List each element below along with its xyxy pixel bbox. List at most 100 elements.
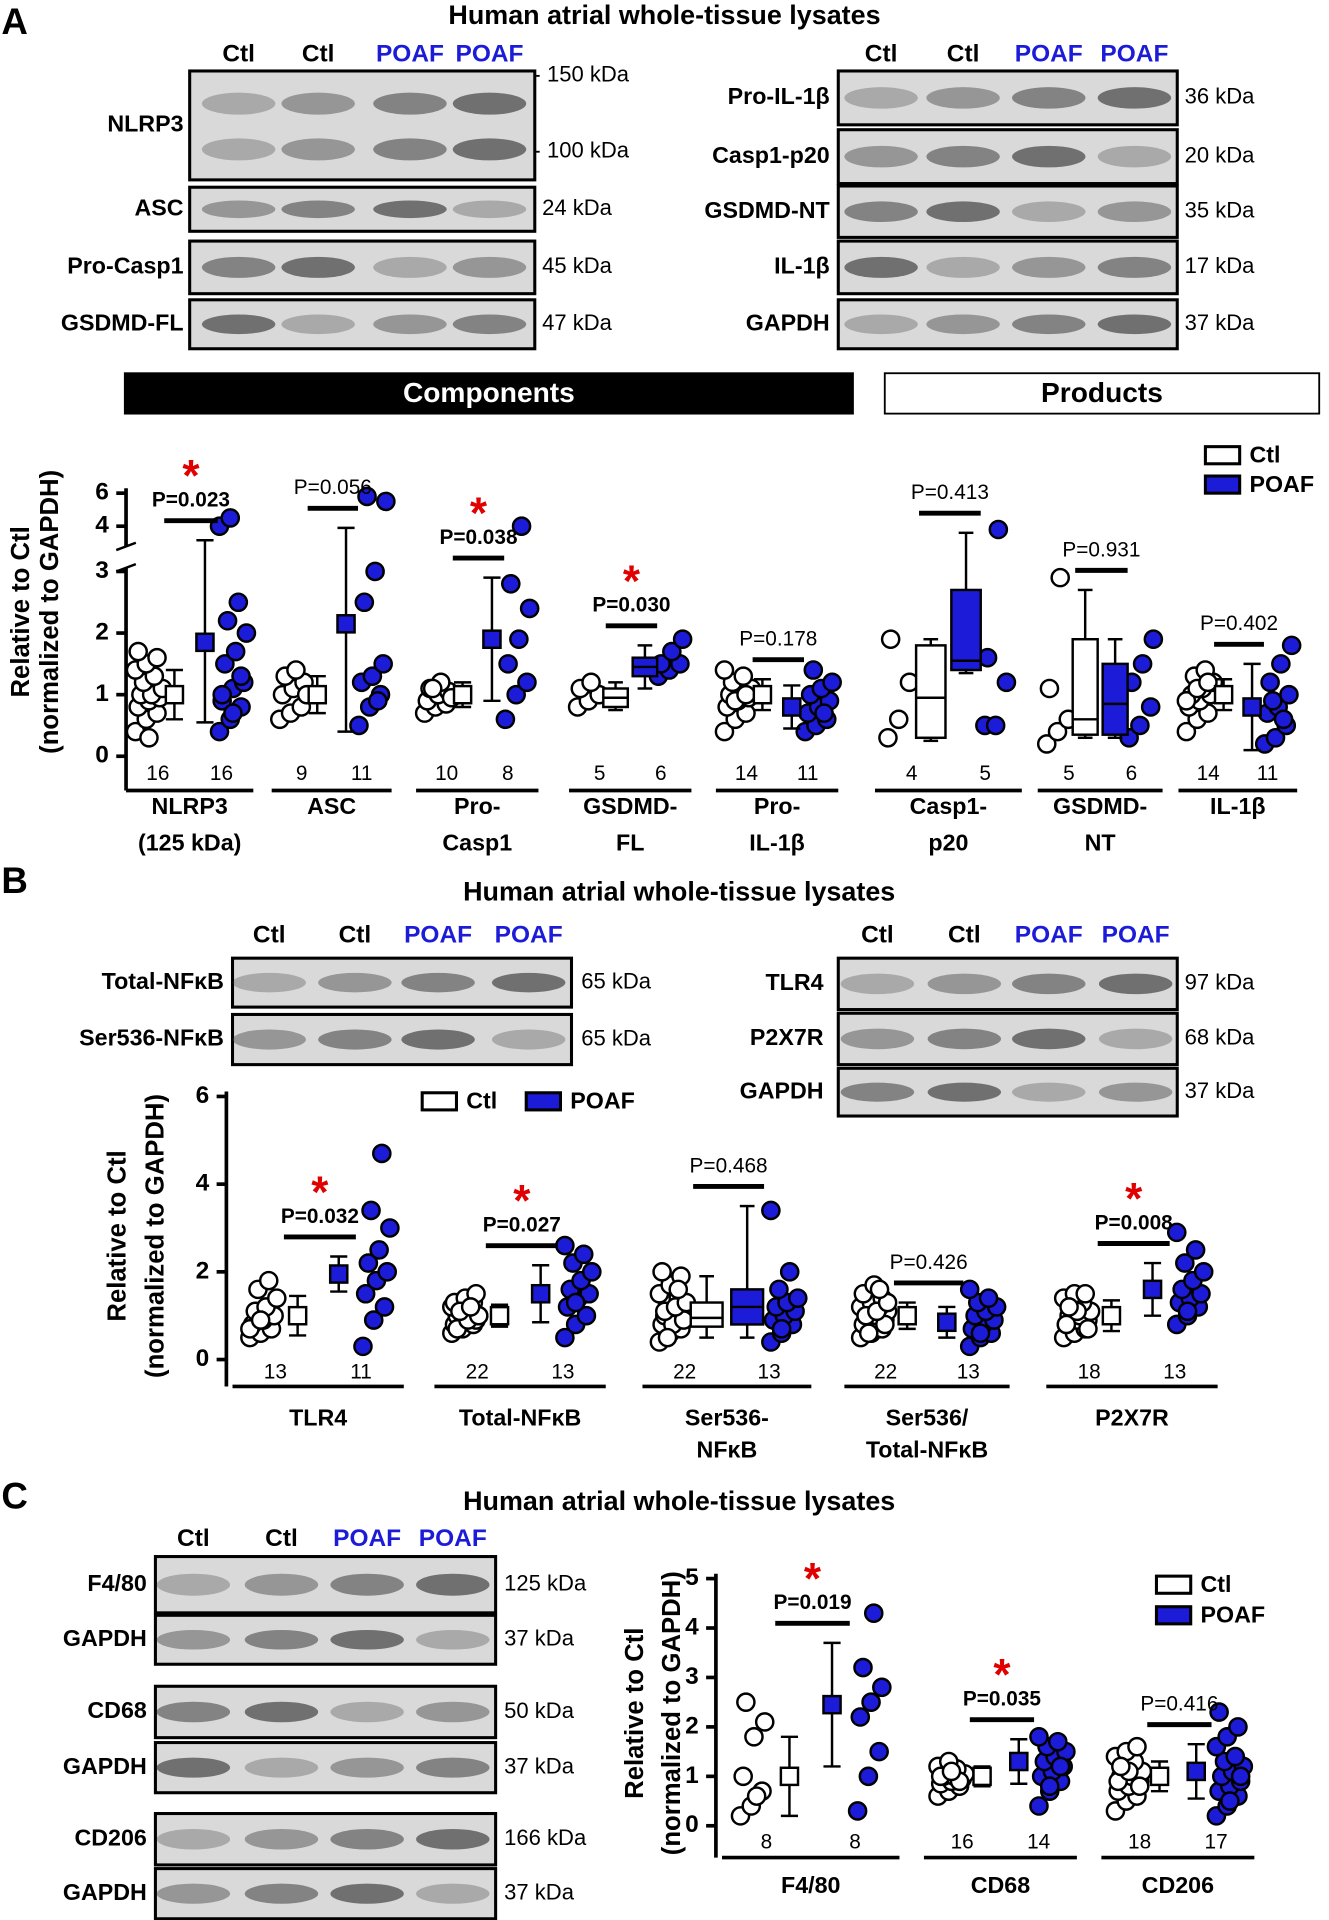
blot-row-label: Pro-IL-1β	[728, 83, 830, 109]
group-label: IL-1β	[749, 830, 805, 856]
y-tick-label: 4	[685, 1613, 699, 1640]
mean-marker	[482, 629, 502, 650]
n-label: 8	[849, 1830, 861, 1853]
mean-marker	[1213, 684, 1234, 705]
blot-band	[156, 1573, 231, 1596]
blot-row-label: CD68	[87, 1697, 147, 1723]
kda-label: 97 kDa	[1185, 970, 1256, 995]
data-point	[878, 727, 898, 748]
data-point	[555, 1327, 575, 1348]
group-label: Ser536/	[886, 1405, 969, 1431]
data-point	[1132, 654, 1153, 674]
mean-marker	[897, 1305, 917, 1326]
data-point	[1209, 1702, 1229, 1722]
kda-label: 37 kDa	[1185, 1078, 1256, 1103]
blot-band	[373, 92, 447, 115]
data-point	[662, 641, 682, 662]
blot-band	[1012, 1082, 1086, 1102]
data-point	[736, 1692, 756, 1712]
data-point	[1176, 721, 1197, 742]
n-label: 13	[1163, 1361, 1186, 1384]
blot-row-label: GAPDH	[740, 1077, 824, 1103]
n-label: 11	[797, 762, 819, 785]
blot-band	[281, 138, 355, 161]
blot-band	[491, 972, 566, 993]
mean-marker	[1242, 697, 1262, 717]
significance-star: *	[182, 452, 200, 501]
blot-band	[201, 314, 276, 335]
kda-label: 166 kDa	[504, 1825, 587, 1850]
blot-band	[416, 1701, 490, 1723]
blot-band	[1097, 87, 1172, 109]
lane-label: Ctl	[265, 1525, 298, 1552]
data-point	[888, 709, 909, 730]
mean-marker	[781, 697, 802, 717]
data-point	[357, 486, 377, 507]
kda-label: 37 kDa	[504, 1880, 575, 1905]
lane-label: Ctl	[865, 41, 898, 68]
blot-background	[836, 69, 1179, 127]
blot-band	[156, 1828, 231, 1850]
blot-band	[491, 1029, 566, 1050]
data-point	[374, 1297, 395, 1317]
panel-label: A	[1, 1, 28, 42]
data-point	[498, 654, 518, 674]
blot-band	[244, 1701, 319, 1723]
n-label: 6	[1126, 762, 1138, 785]
blot-band	[416, 1828, 490, 1850]
n-label: 6	[655, 762, 667, 785]
legend-label: POAF	[1249, 471, 1314, 497]
y-tick-label: 0	[95, 742, 109, 769]
n-label: 5	[594, 762, 606, 785]
blot-band	[844, 256, 918, 278]
n-label: 14	[1197, 762, 1220, 785]
n-label: 16	[951, 1830, 974, 1853]
n-label: 14	[1027, 1830, 1050, 1853]
n-label: 17	[1205, 1830, 1228, 1853]
blot-band	[244, 1828, 319, 1850]
p-value: P=0.032	[281, 1205, 359, 1228]
data-point	[509, 629, 529, 650]
n-label: 11	[350, 1361, 372, 1384]
kda-label: 37 kDa	[504, 1753, 575, 1778]
blot-band	[330, 1757, 404, 1778]
blot-band	[244, 1883, 319, 1904]
data-point	[1271, 654, 1291, 674]
data-point	[814, 703, 834, 723]
group-label: Ser536-	[685, 1405, 769, 1431]
blot-background	[188, 69, 537, 182]
group-label: NT	[1085, 830, 1116, 856]
mean-marker	[530, 1283, 551, 1304]
n-label: 5	[979, 762, 991, 785]
blot-band	[201, 138, 276, 161]
blot-band	[156, 1757, 231, 1778]
data-point	[847, 1801, 868, 1821]
y-tick-label: 2	[685, 1712, 699, 1739]
group-label: Pro-	[754, 793, 801, 819]
legend-swatch	[524, 1091, 563, 1112]
blot-band	[232, 1029, 306, 1050]
data-point	[220, 508, 241, 528]
header-text: Components	[403, 377, 575, 408]
blot-band	[244, 1573, 319, 1596]
data-point	[970, 1323, 991, 1344]
data-point	[1059, 1297, 1079, 1317]
mean-marker	[1142, 1279, 1163, 1300]
blot-band	[452, 138, 527, 161]
blot-band	[201, 200, 276, 219]
blot-band	[373, 200, 447, 219]
kda-label: 35 kDa	[1185, 198, 1256, 223]
legend-label: Ctl	[1201, 1571, 1232, 1597]
blot-band	[844, 87, 918, 109]
group-label: p20	[928, 830, 968, 856]
data-point	[286, 660, 306, 680]
axis-break	[115, 541, 137, 552]
blot-band	[330, 1701, 404, 1723]
n-label: 18	[1078, 1361, 1101, 1384]
p-value: P=0.023	[152, 489, 230, 512]
legend-label: Ctl	[1249, 442, 1280, 468]
n-label: 18	[1128, 1830, 1151, 1853]
blot-band	[416, 1629, 490, 1650]
y-tick-label: 6	[95, 479, 109, 506]
data-point	[377, 1262, 397, 1282]
